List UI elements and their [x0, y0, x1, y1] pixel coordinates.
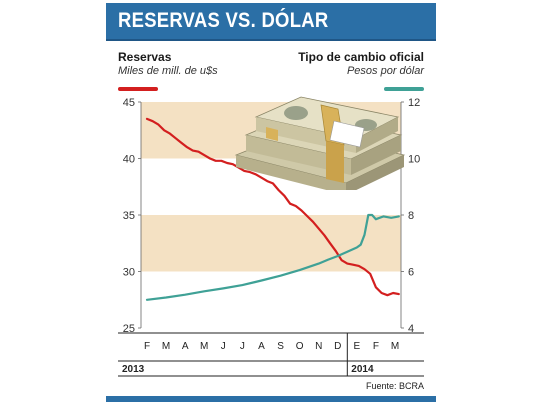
- x-tick-label-0: F: [144, 341, 150, 352]
- y-left-tick-label-1: 30: [123, 267, 135, 279]
- dollar-bills-icon: [234, 96, 406, 190]
- legend-reservas: Reservas Miles de mill. de u$s: [118, 50, 218, 91]
- x-tick-label-10: D: [334, 341, 341, 352]
- legend-reservas-title: Reservas: [118, 50, 172, 64]
- y-right-tick-label-4: 12: [408, 97, 420, 109]
- year-label-2014: 2014: [351, 364, 374, 375]
- x-tick-label-4: J: [221, 341, 226, 352]
- footer-bar: [106, 396, 436, 402]
- x-tick-label-9: N: [315, 341, 322, 352]
- y-right-tick-label-2: 8: [408, 210, 414, 222]
- header-banner: RESERVAS VS. DÓLAR: [106, 3, 436, 39]
- legend-tipo-cambio-title: Tipo de cambio oficial: [298, 50, 424, 64]
- x-tick-label-2: A: [182, 341, 189, 352]
- x-tick-label-7: S: [277, 341, 284, 352]
- legend-tipo-cambio: Tipo de cambio oficial Pesos por dólar: [298, 50, 424, 91]
- year-label-2013: 2013: [122, 364, 145, 375]
- series-line-tipo-cambio: [145, 213, 400, 301]
- band-1: [141, 215, 401, 272]
- y-right-tick-label-1: 6: [408, 267, 414, 279]
- x-tick-label-5: J: [240, 341, 245, 352]
- source-note: Fuente: BCRA: [365, 381, 424, 391]
- series-line-reservas: [145, 117, 400, 297]
- y-right-tick-label-3: 10: [408, 154, 420, 166]
- y-left-tick-label-0: 25: [123, 323, 135, 335]
- x-tick-label-13: M: [391, 341, 399, 352]
- y-left-tick-label-2: 35: [123, 210, 135, 222]
- legend-tipo-cambio-unit: Pesos por dólar: [346, 65, 424, 77]
- legend-tipo-cambio-swatch: [384, 87, 424, 91]
- money-stack-image: [234, 96, 406, 190]
- x-tick-label-11: E: [354, 341, 361, 352]
- x-tick-label-1: M: [162, 341, 170, 352]
- y-left-tick-label-3: 40: [123, 154, 135, 166]
- x-tick-label-6: A: [258, 341, 265, 352]
- infographic-card: RESERVAS VS. DÓLAR Reservas Miles de mil…: [106, 0, 436, 405]
- x-tick-label-3: M: [200, 341, 208, 352]
- legend-reservas-unit: Miles de mill. de u$s: [118, 65, 218, 77]
- legend-reservas-swatch: [118, 87, 158, 91]
- y-left-tick-label-4: 45: [123, 97, 135, 109]
- chart-title: RESERVAS VS. DÓLAR: [118, 9, 329, 32]
- y-right-tick-label-0: 4: [408, 323, 414, 335]
- x-tick-label-8: O: [296, 341, 304, 352]
- x-tick-label-12: F: [373, 341, 379, 352]
